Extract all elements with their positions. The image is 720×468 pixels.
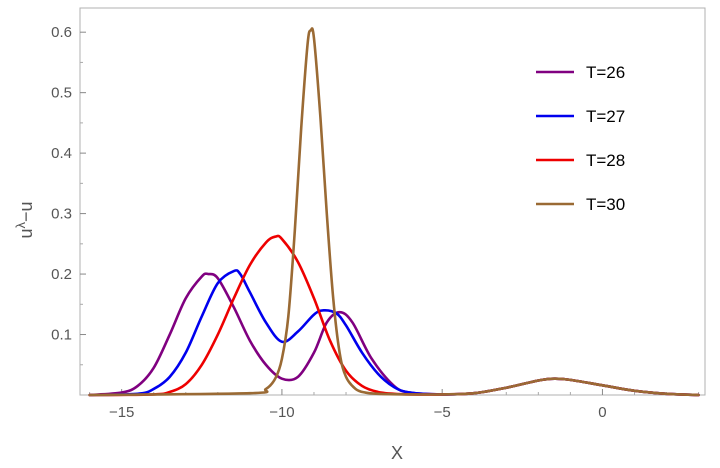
y-tick-label: 0.4 [51,145,72,162]
y-tick-label: 0.6 [51,24,72,41]
y-tick-label: 0.3 [51,206,72,223]
legend: T=26 T=27 T=28 T=30 [536,63,625,214]
y-tick-label: 0.1 [51,327,72,344]
y-axis-title-superscript: λ [13,222,28,229]
x-tick-label: −15 [109,404,134,421]
y-axis-title: uλ−u [13,201,36,238]
x-tick-label: 0 [598,404,606,421]
legend-label-1: T=26 [586,63,625,82]
legend-label-2: T=27 [586,107,625,126]
y-axis-title-tail: −u [16,201,36,222]
series-line-4 [88,27,700,397]
y-tick-label: 0.2 [51,266,72,283]
y-axis-title-base: u [16,229,36,239]
series-lines [88,27,700,397]
legend-label-4: T=30 [586,195,625,214]
y-tick-label: 0.5 [51,85,72,102]
legend-label-3: T=28 [586,151,625,170]
x-tick-label: −5 [434,404,451,421]
axis-ticks: −15 −10 −5 0 0.1 0.2 0.3 0.4 0.5 0.6 [51,24,700,421]
x-tick-label: −10 [269,404,294,421]
x-axis-title: X [391,443,403,463]
